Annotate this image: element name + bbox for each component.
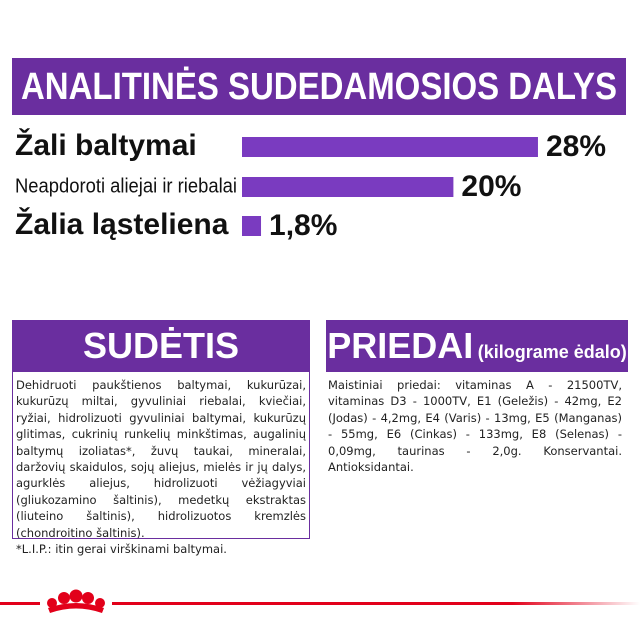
composition-body: Dehidruoti paukštienos baltymai, kukurūz… (16, 377, 306, 557)
value-label: 1,8% (269, 209, 337, 242)
composition-text: Dehidruoti paukštienos baltymai, kukurūz… (16, 378, 306, 540)
additives-subtitle: (kilograme ėdalo) (477, 342, 627, 362)
value-label: 20% (461, 170, 521, 203)
category-label: Žali baltymai (15, 128, 197, 162)
composition-title: SUDĖTIS (12, 320, 310, 372)
category-label: Neapdoroti aliejai ir riebalai (15, 175, 237, 197)
value-label: 28% (546, 130, 606, 163)
additives-header: PRIEDAI (kilograme ėdalo) (326, 320, 628, 372)
additives-text: Maistiniai priedai: vitaminas A - 21500T… (328, 378, 622, 475)
crown-logo (47, 589, 105, 613)
additives-title: PRIEDAI (327, 325, 474, 366)
composition-box (12, 372, 310, 539)
category-label: Žalia ląsteliena (15, 207, 229, 241)
chart: ANALITINĖS SUDEDAMOSIOS DALYS Žali balty… (12, 58, 626, 242)
title-banner (12, 58, 626, 115)
bar (242, 216, 262, 236)
composition-note: *L.I.P.: itin gerai virškinami baltymai. (16, 542, 227, 557)
footer-line (0, 602, 640, 605)
logo-bg (40, 585, 112, 615)
bar (242, 137, 538, 157)
bar (242, 177, 454, 197)
chart-title: ANALITINĖS SUDEDAMOSIOS DALYS (21, 66, 617, 108)
